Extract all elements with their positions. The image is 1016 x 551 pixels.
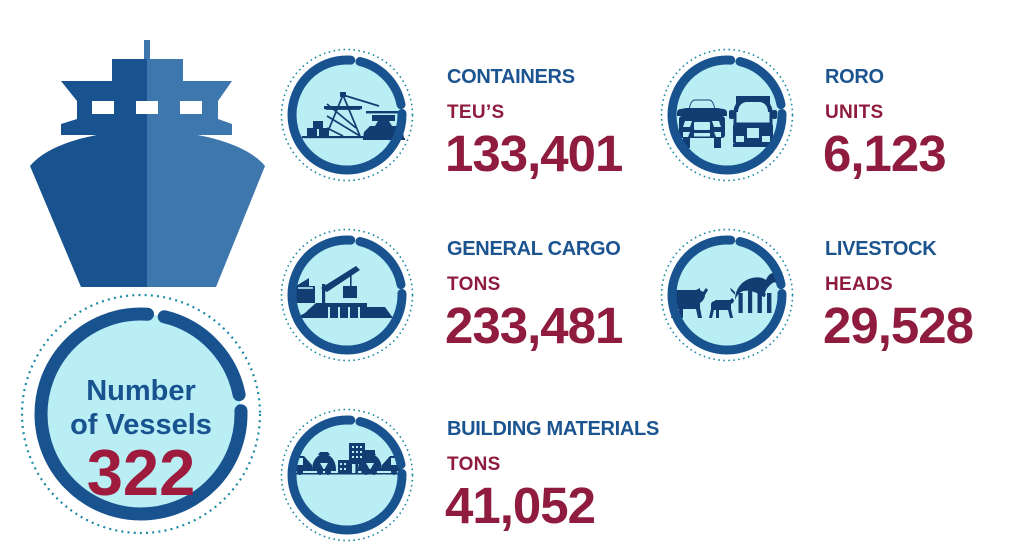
svg-text:Number: Number — [86, 375, 196, 407]
svg-text:322: 322 — [87, 436, 195, 509]
